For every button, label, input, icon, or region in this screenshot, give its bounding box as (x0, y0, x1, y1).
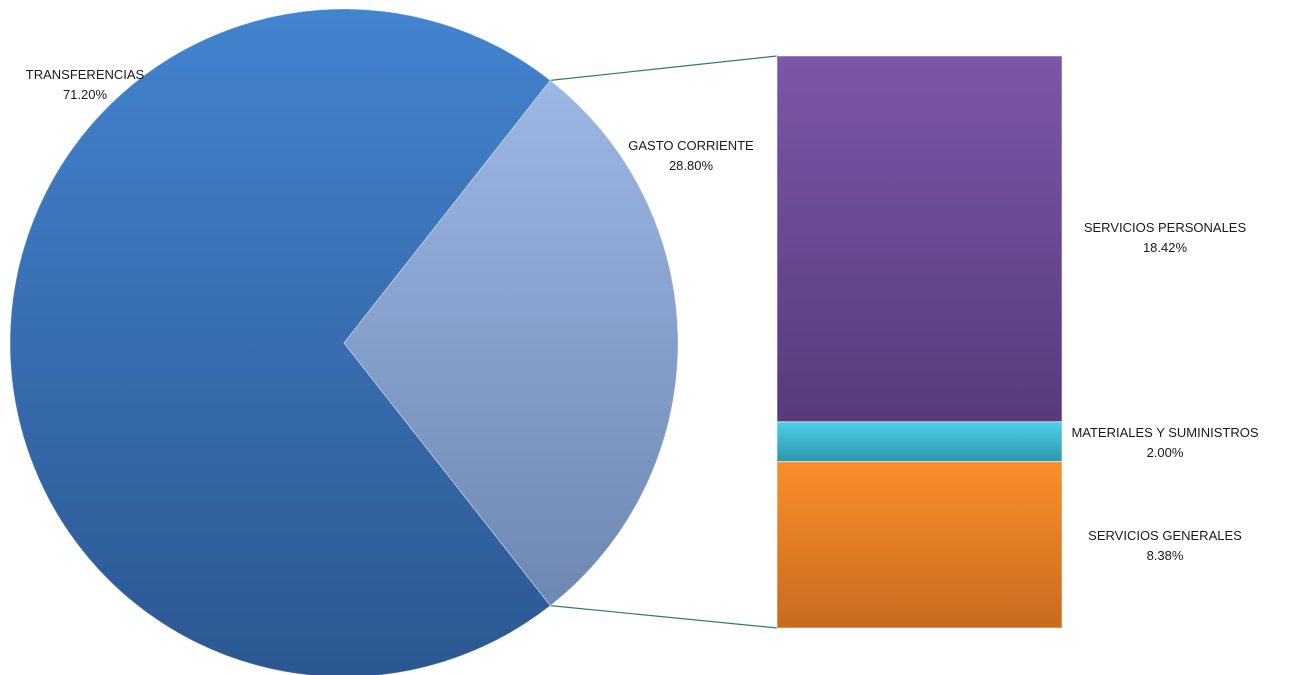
bar-materiales-y-suministros-value-label: 2.00% (1147, 445, 1184, 460)
bar-servicios-personales-label: SERVICIOS PERSONALES (1084, 220, 1247, 235)
bar-servicios-personales-value-label: 18.42% (1143, 240, 1188, 255)
bar-servicios-generales-value-label: 8.38% (1147, 548, 1184, 563)
pie-transferencias-label: TRANSFERENCIAS (26, 67, 145, 82)
pie-gasto-corriente-value-label: 28.80% (669, 158, 714, 173)
bar-materiales-y-suministros-label: MATERIALES Y SUMINISTROS (1071, 425, 1258, 440)
pie-transferencias-value-label: 71.20% (63, 87, 108, 102)
bar-servicios-generales-label: SERVICIOS GENERALES (1088, 528, 1242, 543)
pie-gasto-corriente-label: GASTO CORRIENTE (628, 138, 754, 153)
connector-line-top (550, 55, 778, 81)
connector-line-bottom (550, 605, 778, 629)
bar-segment-servicios-generales (776, 461, 1063, 629)
bar-segment-servicios-personales (776, 55, 1063, 423)
bar-segment-materiales-y-suministros (776, 421, 1063, 463)
pie-slice-gasto-corriente (343, 79, 679, 607)
pie-slice-transferencias (9, 8, 552, 675)
